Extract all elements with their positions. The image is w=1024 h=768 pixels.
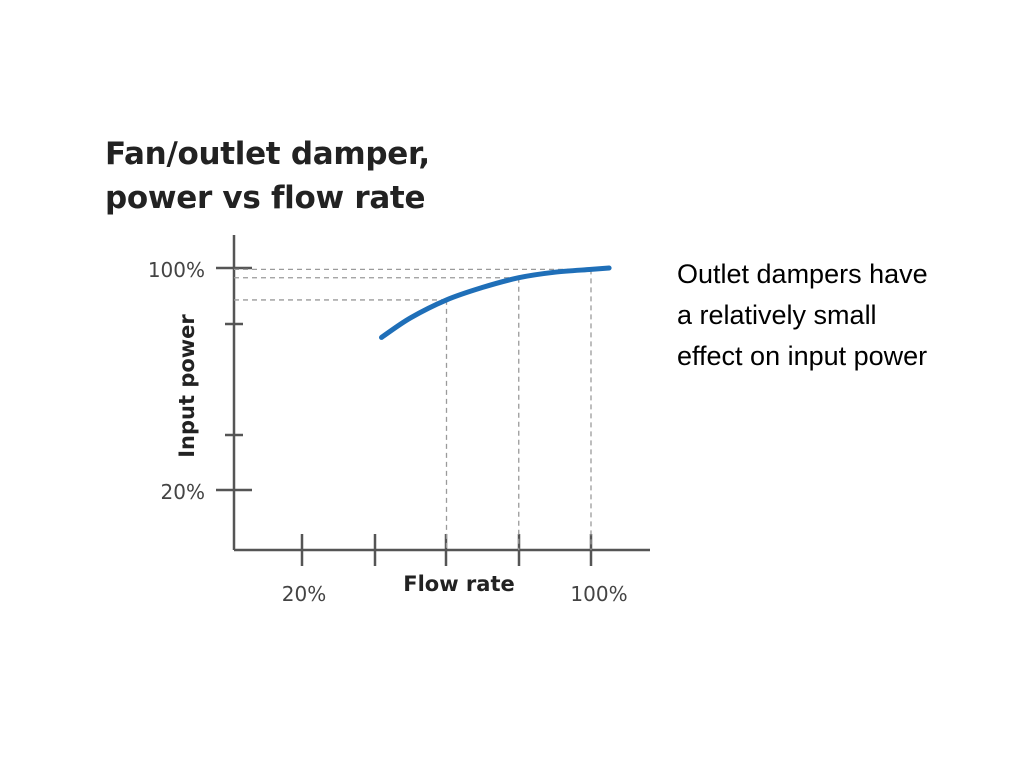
chart-title-line-1: Fan/outlet damper, bbox=[105, 136, 430, 172]
series-layer bbox=[379, 265, 612, 340]
caption-line-3: effect on input power bbox=[677, 341, 928, 371]
y-axis-title: Input power bbox=[175, 314, 199, 458]
caption-line-1: Outlet dampers have bbox=[677, 259, 928, 289]
caption-line-2: a relatively small bbox=[677, 300, 877, 330]
y-tick-label-100: 100% bbox=[148, 258, 205, 282]
x-tick-label-20: 20% bbox=[282, 582, 326, 606]
chart-title-line-2: power vs flow rate bbox=[105, 180, 426, 216]
series-line-1 bbox=[379, 265, 612, 340]
chart-title: Fan/outlet damper, power vs flow rate bbox=[105, 132, 585, 220]
y-tick-label-20: 20% bbox=[161, 480, 205, 504]
reference-lines bbox=[234, 268, 592, 550]
x-axis-title: Flow rate bbox=[403, 572, 515, 596]
x-tick-label-100: 100% bbox=[570, 582, 627, 606]
caption: Outlet dampers have a relatively small e… bbox=[677, 254, 1007, 377]
